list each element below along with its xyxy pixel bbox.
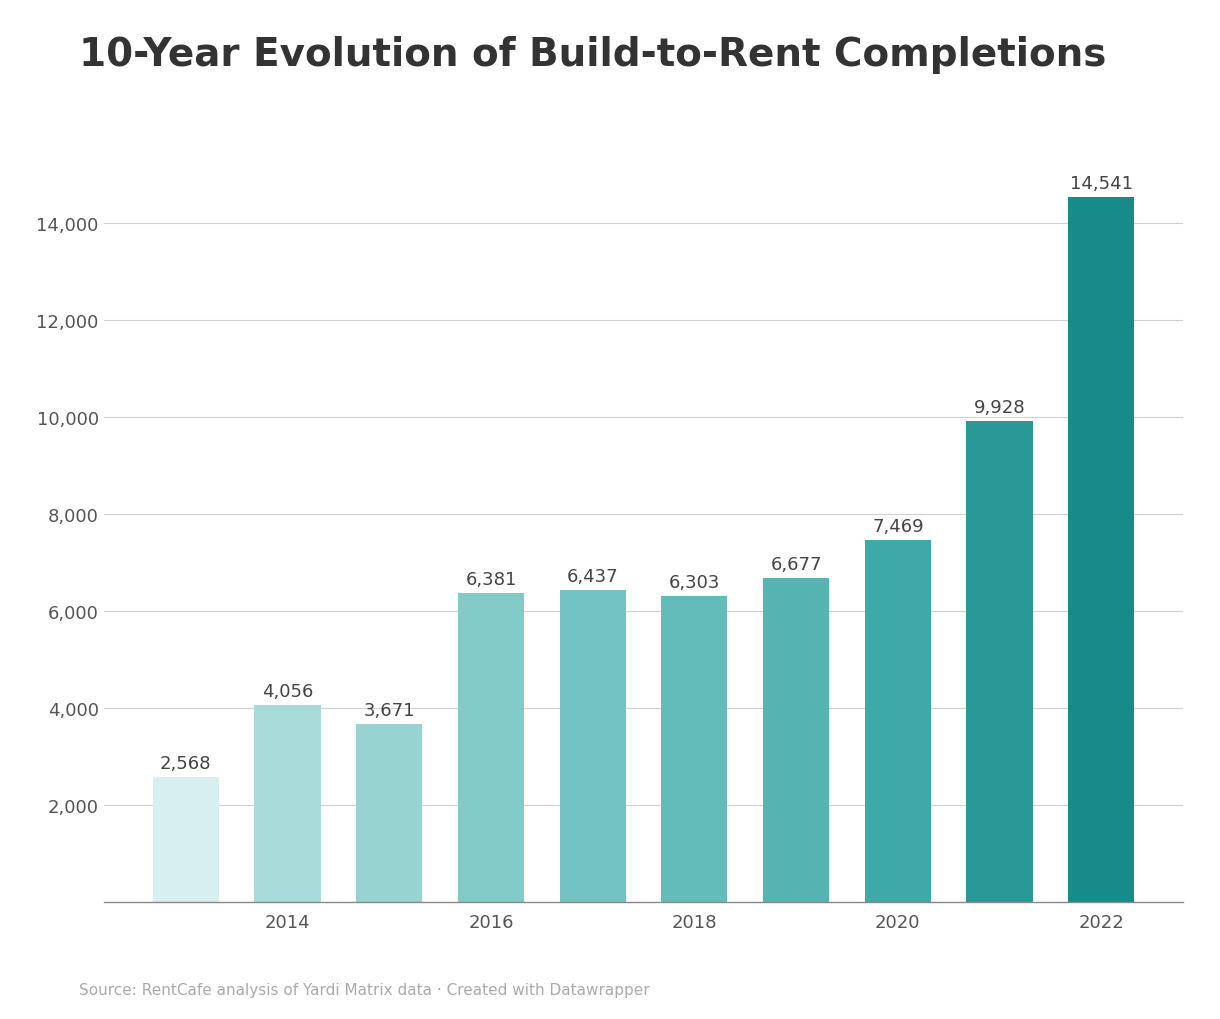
Text: 10-Year Evolution of Build-to-Rent Completions: 10-Year Evolution of Build-to-Rent Compl… [79, 36, 1107, 73]
Text: Source: RentCafe analysis of Yardi Matrix data · Created with Datawrapper: Source: RentCafe analysis of Yardi Matri… [79, 981, 650, 997]
Bar [458, 593, 525, 902]
Text: 6,437: 6,437 [567, 568, 619, 585]
Bar [560, 590, 626, 902]
Text: 6,677: 6,677 [770, 555, 822, 574]
Bar [255, 705, 321, 902]
Text: 2,568: 2,568 [160, 755, 211, 772]
Text: 6,303: 6,303 [669, 574, 720, 592]
Bar [356, 725, 422, 902]
Bar [152, 777, 218, 902]
Bar [661, 597, 727, 902]
Bar [865, 540, 931, 902]
Bar [1069, 198, 1135, 902]
Text: 3,671: 3,671 [364, 701, 415, 719]
Text: 7,469: 7,469 [872, 518, 924, 535]
Text: 4,056: 4,056 [262, 683, 314, 701]
Bar [966, 421, 1032, 902]
Text: 6,381: 6,381 [465, 571, 516, 588]
Bar [762, 579, 830, 902]
Text: 9,928: 9,928 [974, 398, 1025, 417]
Text: 14,541: 14,541 [1070, 175, 1132, 194]
